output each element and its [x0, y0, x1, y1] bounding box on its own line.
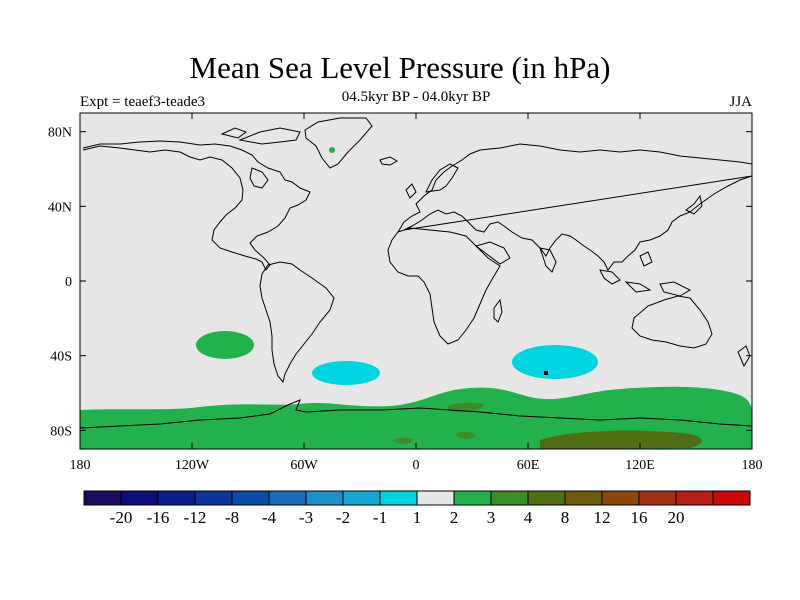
colorbar-swatch: [268, 490, 307, 506]
colorbar-swatch: [675, 490, 714, 506]
coast-uk: [405, 183, 417, 199]
plot-subtitle: 04.5kyr BP - 04.0kyr BP: [341, 89, 491, 105]
coast-japan: [685, 194, 703, 215]
colorbar-swatch: [120, 490, 159, 506]
y-tick-label: 80N: [48, 126, 72, 141]
coast-south-america: [259, 261, 335, 384]
colorbar-label: -12: [184, 508, 207, 527]
colorbar-swatch: [157, 490, 196, 506]
coast-hudson-bay: [249, 167, 269, 189]
colorbar-swatch: [342, 490, 381, 506]
colorbar-swatch: [379, 490, 418, 506]
colorbar-label: 4: [524, 508, 533, 527]
pacific-positive-blob: [196, 331, 254, 359]
coast-iceland: [379, 156, 399, 166]
colorbar-swatch: [601, 490, 640, 506]
y-tick-label: 40N: [48, 200, 72, 215]
coast-india: [539, 247, 557, 273]
colorbar-label: 1: [413, 508, 422, 527]
coast-arctic-islands-2: [220, 127, 248, 139]
x-tick-label: 180: [742, 458, 763, 473]
colorbar-label: 2: [450, 508, 459, 527]
y-axis: 80N 40N 0 40S 80S: [48, 126, 752, 439]
colorbar-swatch: [638, 490, 677, 506]
darker-patch-3: [392, 437, 414, 444]
colorbar-label: 16: [631, 508, 648, 527]
darker-patch-4: [455, 431, 476, 439]
colorbar-label: 3: [487, 508, 496, 527]
colorbar-label: -4: [262, 508, 277, 527]
dot-marker: [544, 371, 548, 375]
darker-patch-1: [447, 402, 484, 413]
colorbar-swatch: [527, 490, 566, 506]
colorbar-swatch: [490, 490, 529, 506]
experiment-label: Expt = teaef3-teade3: [80, 94, 206, 110]
coast-scandinavia: [425, 163, 459, 193]
x-tick-label: 120W: [175, 458, 210, 473]
colorbar-label: 8: [561, 508, 570, 527]
coast-north-america: [82, 140, 311, 271]
x-axis: 180 120W 60W 0 60E 120E 180: [70, 113, 763, 473]
season-label: JJA: [729, 94, 752, 110]
y-tick-label: 0: [65, 275, 72, 290]
coastlines: [80, 117, 752, 429]
colorbar-swatch: [83, 490, 122, 506]
colorbar-swatch: [231, 490, 270, 506]
colorbar: -20 -16 -12 -8 -4 -3 -2 -1 1 2 3 4 8 12 16 20: [83, 490, 751, 527]
coast-se-asia: [599, 251, 692, 297]
plot-title: Mean Sea Level Pressure (in hPa): [189, 50, 611, 85]
colorbar-label: -8: [225, 508, 239, 527]
colorbar-label: -3: [299, 508, 313, 527]
greenland-spot: [329, 147, 335, 153]
coast-arctic-islands: [238, 127, 301, 145]
x-tick-label: 180: [70, 458, 91, 473]
colorbar-swatch: [453, 490, 492, 506]
coast-eurasia: [397, 143, 752, 271]
colorbar-label: -1: [373, 508, 387, 527]
coast-africa: [387, 227, 501, 345]
x-tick-label: 0: [413, 458, 420, 473]
coast-australia: [631, 295, 713, 349]
colorbar-label: -2: [336, 508, 350, 527]
coast-antarctica: [80, 399, 752, 429]
colorbar-swatch: [712, 490, 751, 506]
x-tick-label: 60E: [517, 458, 540, 473]
colorbar-swatch: [564, 490, 603, 506]
coast-arabia: [474, 241, 511, 265]
darker-patch-2: [540, 430, 702, 449]
coast-greenland: [304, 117, 373, 169]
colorbar-label: -16: [147, 508, 170, 527]
indian-ocean-negative-blob: [512, 345, 598, 379]
colorbar-label: 12: [594, 508, 611, 527]
colorbar-swatch: [194, 490, 233, 506]
x-tick-label: 120E: [625, 458, 655, 473]
colorbar-swatch: [416, 490, 455, 506]
coast-madagascar: [493, 298, 503, 323]
y-tick-label: 80S: [50, 424, 72, 439]
colorbar-label: 20: [668, 508, 685, 527]
atlantic-negative-blob: [312, 361, 380, 385]
x-tick-label: 60W: [290, 458, 318, 473]
y-tick-label: 40S: [50, 350, 72, 365]
anomaly-regions: [80, 147, 752, 449]
colorbar-swatch: [305, 490, 344, 506]
colorbar-label: -20: [110, 508, 133, 527]
